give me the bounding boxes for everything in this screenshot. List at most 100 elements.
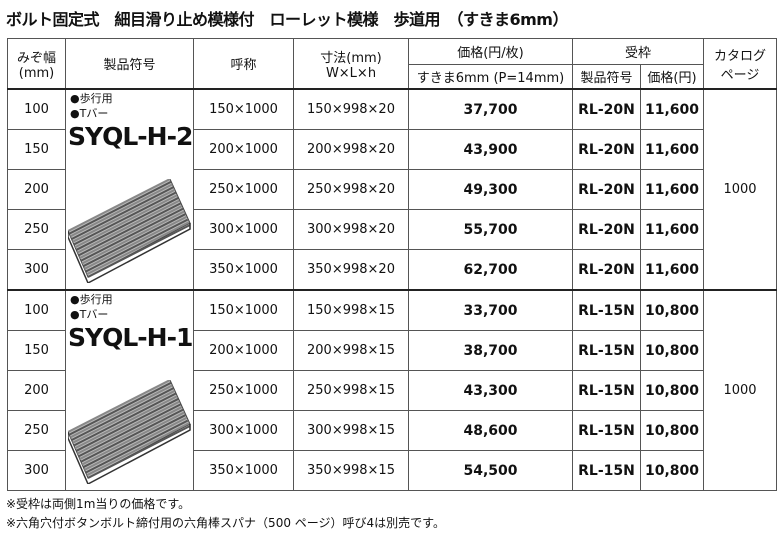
price-cell: 55,700	[408, 209, 573, 250]
nominal-cell: 150×1000	[193, 88, 294, 130]
price-cell: 38,700	[408, 330, 573, 371]
price-table: みぞ幅 (mm) 製品符号 呼称 寸法(mm) W×L×h 価格(円/枚) 受枠 カ…	[7, 38, 778, 491]
header-text: ページ	[720, 67, 760, 83]
header-price: 価格(円/枚)	[408, 38, 573, 65]
note: ※受枠は両側1m当りの価格です。	[6, 497, 191, 511]
grating-bar	[75, 398, 179, 452]
price-cell: 49,300	[408, 169, 573, 210]
nominal-cell: 200×1000	[193, 330, 294, 371]
grating-bar	[79, 205, 183, 259]
table-row: 100 ●歩行用 ●Tバー SYQL-H-20150×1000150×998×2037…	[7, 88, 778, 291]
frame-code-cell: RL-15N	[572, 289, 641, 331]
grating-bar	[69, 384, 173, 439]
header-price-sub: すきま6mm (P=14mm)	[408, 64, 573, 90]
dimensions-cell: 350×998×20	[293, 249, 409, 291]
grating-bar	[73, 191, 177, 246]
header-catalog: カタログ ページ	[703, 38, 778, 90]
frame-code-cell: RL-20N	[572, 209, 641, 250]
nominal-cell: 350×1000	[193, 249, 294, 291]
width-cell: 200	[7, 370, 66, 411]
header-nominal: 呼称	[193, 38, 294, 90]
dimensions-cell: 300×998×15	[293, 410, 409, 451]
table-header: みぞ幅 (mm) 製品符号 呼称 寸法(mm) W×L×h 価格(円/枚) 受枠 カ…	[7, 38, 778, 90]
width-cell: 100	[7, 289, 66, 331]
table-row: 300 350×1000 350×998×20 62,700 RL-20N 11,600	[7, 249, 777, 291]
notes: ※受枠は両側1m当りの価格です。 ※六角穴付ボタンボルト締付用の六角棒スパナ（5…	[6, 495, 445, 533]
frame-price-cell: 11,600	[639, 129, 705, 170]
grating-bar	[68, 179, 171, 232]
frame-price-cell: 11,600	[639, 249, 705, 291]
product-code: SYQL-H-15	[68, 323, 193, 352]
grating-bar	[80, 408, 184, 463]
grating-bar	[74, 194, 178, 249]
header-text: みぞ幅	[16, 50, 56, 66]
frame-code-cell: RL-15N	[572, 410, 641, 451]
grating-bar	[87, 425, 191, 479]
frame-price-cell: 11,600	[639, 209, 705, 250]
grating-bar	[87, 224, 191, 278]
header-text: (mm)	[18, 65, 55, 81]
width-cell: 150	[7, 129, 66, 170]
dimensions-cell: 250×998×15	[293, 370, 409, 411]
grating-bar	[68, 180, 172, 235]
product-group: 100 ●歩行用 ●Tバー SYQL-H-20150×1000150×998×2037…	[7, 88, 778, 291]
dimensions-cell: 150×998×15	[293, 289, 409, 331]
grating-edge	[68, 223, 191, 283]
grating-bar	[80, 207, 184, 262]
nominal-cell: 200×1000	[193, 129, 294, 170]
grating-illustration	[68, 179, 191, 283]
grating-illustration	[68, 380, 191, 484]
product-cell: ●歩行用 ●Tバー SYQL-H-20	[65, 88, 194, 291]
grating-bar	[76, 400, 180, 455]
grating-bar	[78, 202, 182, 257]
frame-code-cell: RL-15N	[572, 330, 641, 371]
nominal-cell: 150×1000	[193, 289, 294, 331]
grating-bar	[82, 213, 186, 268]
frame-code-cell: RL-20N	[572, 88, 641, 130]
nominal-cell: 250×1000	[193, 370, 294, 411]
frame-price-cell: 10,800	[639, 330, 705, 371]
price-cell: 37,700	[408, 88, 573, 130]
width-cell: 300	[7, 450, 66, 491]
frame-code-cell: RL-20N	[572, 129, 641, 170]
header-frame-code: 製品符号	[572, 64, 641, 90]
grating-bar	[76, 199, 180, 254]
grating-bar	[72, 389, 176, 444]
grating-bar	[72, 188, 176, 243]
width-cell: 100	[7, 88, 66, 130]
price-cell: 54,500	[408, 450, 573, 491]
grating-bar	[68, 380, 171, 433]
nominal-cell: 300×1000	[193, 209, 294, 250]
dimensions-cell: 150×998×20	[293, 88, 409, 130]
product-cell: ●歩行用 ●Tバー SYQL-H-15	[65, 289, 194, 491]
grating-bar	[79, 406, 183, 460]
catalog-page-cell: 1000	[703, 289, 778, 491]
grating-bar	[85, 218, 189, 273]
frame-price-cell: 11,600	[639, 88, 705, 130]
dimensions-cell: 300×998×20	[293, 209, 409, 250]
feature: ●歩行用	[70, 293, 113, 306]
grating-bar	[85, 419, 189, 474]
dimensions-cell: 200×998×15	[293, 330, 409, 371]
grating-bar	[75, 197, 179, 251]
product-code: SYQL-H-20	[68, 122, 193, 151]
table-row: 150 200×1000 200×998×20 43,900 RL-20N 11,600	[7, 129, 777, 170]
width-cell: 150	[7, 330, 66, 371]
price-cell: 62,700	[408, 249, 573, 291]
table-row: 200 250×1000 250×998×15 43,300 RL-15N 10,800	[7, 370, 777, 411]
width-cell: 300	[7, 249, 66, 291]
price-cell: 33,700	[408, 289, 573, 331]
frame-price-cell: 11,600	[639, 169, 705, 210]
price-cell: 48,600	[408, 410, 573, 451]
grating-edge	[68, 424, 191, 484]
nominal-cell: 350×1000	[193, 450, 294, 491]
dimensions-cell: 350×998×15	[293, 450, 409, 491]
grating-bar	[74, 395, 178, 450]
frame-code-cell: RL-20N	[572, 169, 641, 210]
catalog-page-cell: 1000	[703, 88, 778, 291]
header-dimensions: 寸法(mm) W×L×h	[293, 38, 409, 90]
nominal-cell: 250×1000	[193, 169, 294, 210]
frame-price-cell: 10,800	[639, 410, 705, 451]
header-text: カタログ	[714, 48, 767, 64]
frame-price-cell: 10,800	[639, 370, 705, 411]
